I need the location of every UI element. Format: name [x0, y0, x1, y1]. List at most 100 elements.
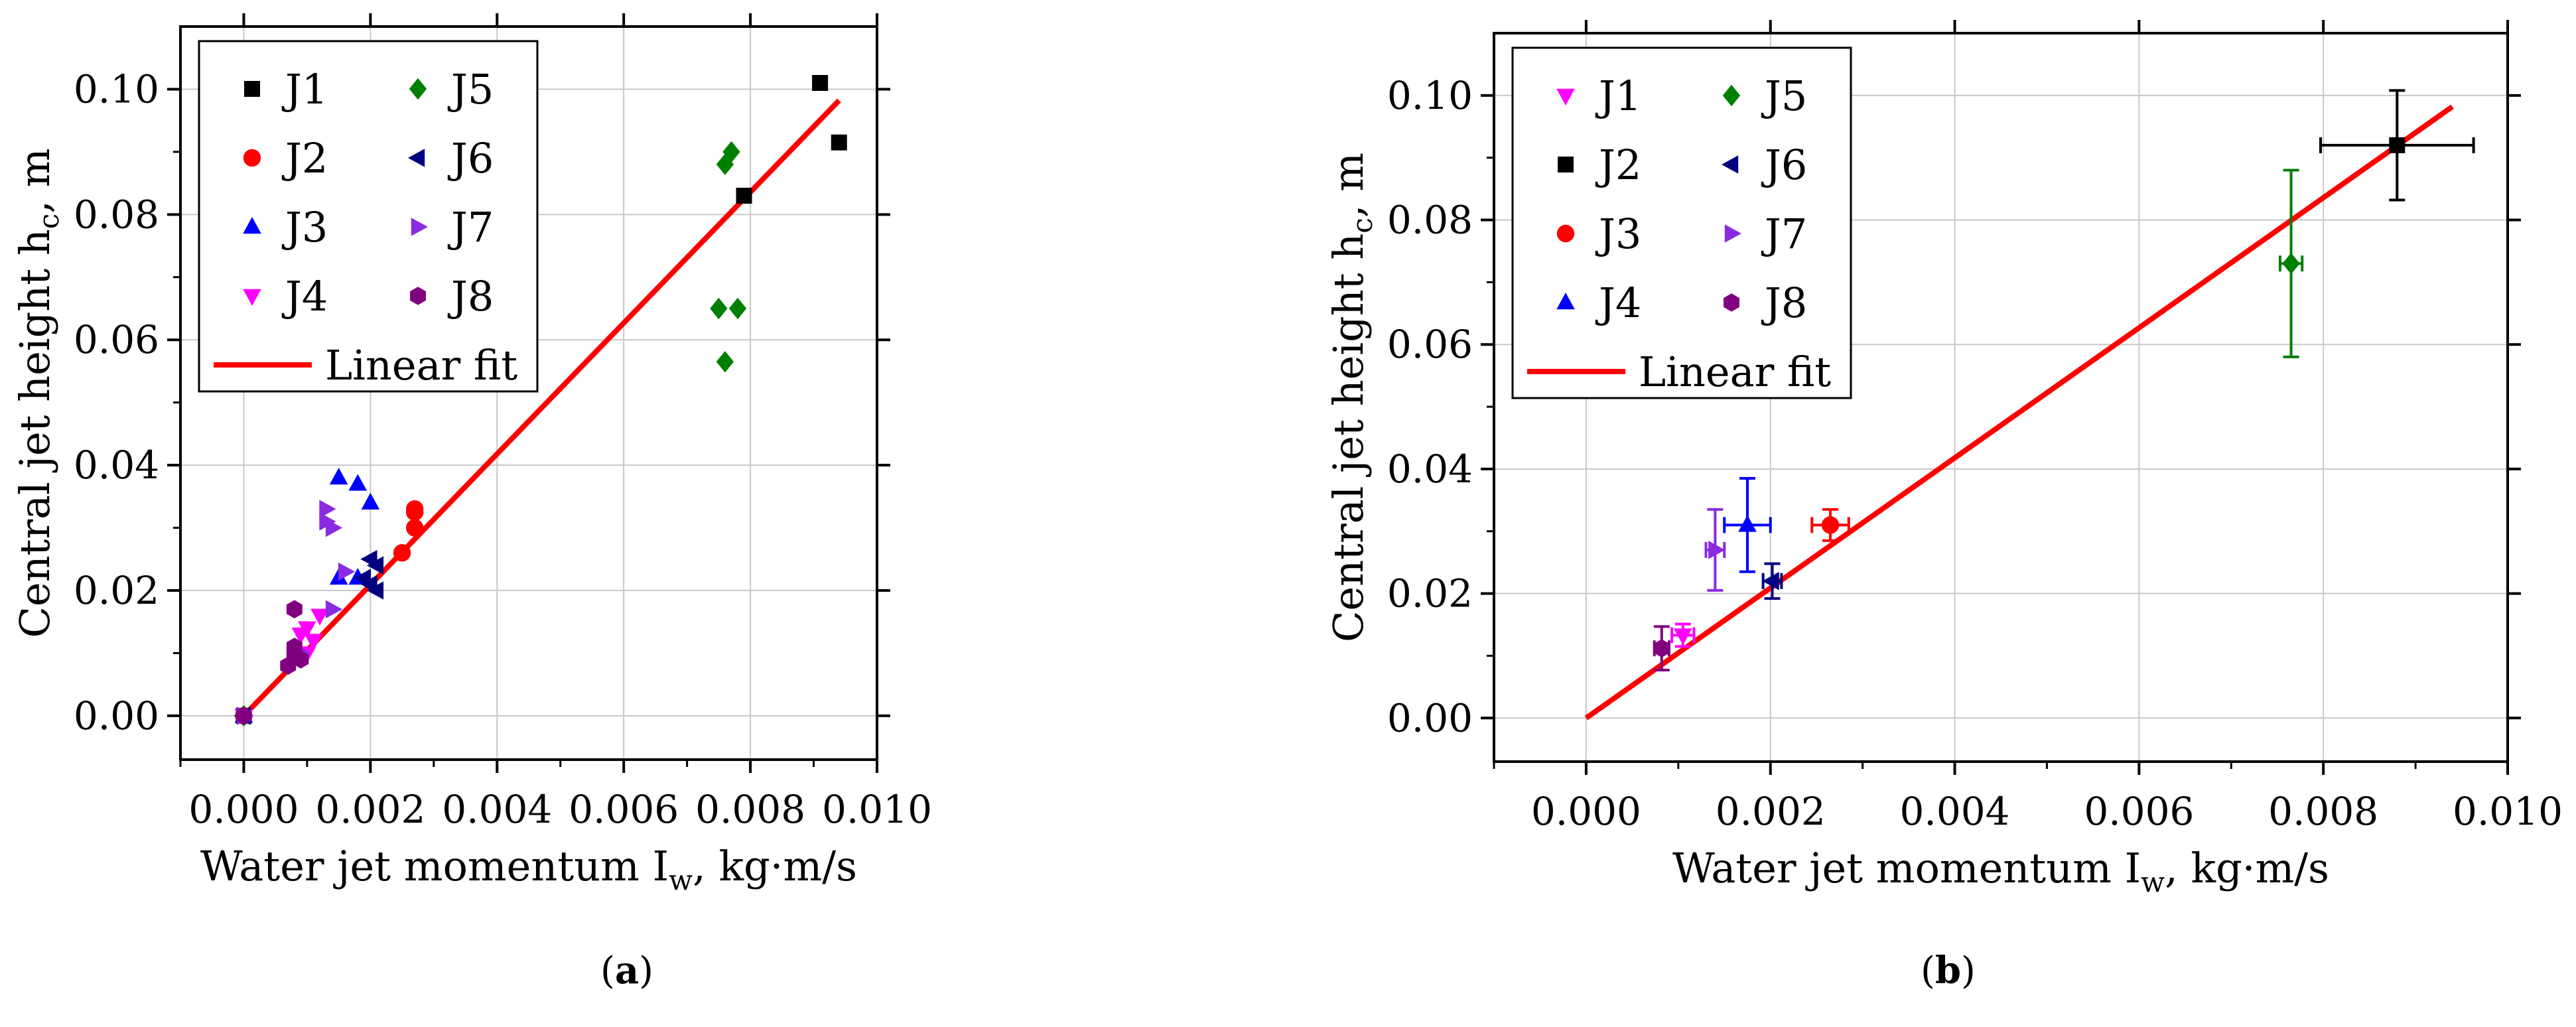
x-tick-label: 0.010 — [822, 787, 932, 832]
data-point-J4 — [304, 634, 323, 651]
data-point-J8 — [286, 600, 303, 619]
x-tick-label: 0.006 — [2084, 789, 2194, 834]
legend-label-J6: J6 — [1761, 141, 1807, 189]
y-axis-label-tail: , m — [1324, 153, 1373, 218]
data-point-J8 — [1653, 639, 1670, 657]
legend-label-J1: J1 — [1595, 72, 1641, 120]
data-point-J5 — [716, 153, 734, 175]
legend-label-J2: J2 — [1595, 141, 1641, 189]
caption-a: (a) — [600, 949, 654, 993]
x-axis-label-main: Water jet momentum I — [200, 842, 669, 890]
chart-a: 0.000 0.002 0.004 0.006 0.008 0.010 0.00 0.02 0.… — [11, 13, 932, 896]
data-point-J3 — [348, 474, 368, 491]
legend-label-J3: J3 — [1595, 210, 1641, 258]
x-tick-label: 0.000 — [1531, 789, 1641, 834]
legend-marker-J2 — [1558, 157, 1574, 172]
legend-marker-J1 — [1556, 88, 1575, 105]
legend-marker-J6 — [1722, 155, 1739, 174]
y-tick-label: 0.10 — [1387, 73, 1473, 118]
y-axis-label-sub: c — [33, 214, 65, 230]
chart-b: 0.000 0.002 0.004 0.006 0.008 0.010 0.00 0.02 0.… — [1324, 20, 2563, 898]
y-axis-label: Central jet height hc, m — [1324, 153, 1379, 642]
data-point-J6 — [360, 575, 377, 594]
legend-label-J6: J6 — [447, 134, 494, 182]
legend-marker-J3 — [1556, 224, 1575, 243]
x-tick-label: 0.004 — [442, 787, 552, 832]
data-point-J1 — [1673, 628, 1692, 646]
x-tick-label: 0.000 — [188, 787, 299, 832]
legend-label-J5: J5 — [447, 65, 494, 113]
x-axis-label: Water jet momentum Iw, kg·m/s — [200, 842, 857, 896]
legend-marker-J6 — [408, 149, 425, 167]
data-point-J4 — [310, 608, 329, 626]
legend-box — [198, 40, 539, 393]
legend-marker-J7 — [1724, 224, 1741, 243]
data-point-J2 — [405, 503, 424, 521]
legend-label-J1: J1 — [281, 65, 328, 113]
y-tick-label: 0.04 — [74, 443, 159, 488]
legend-label-J5: J5 — [1761, 72, 1807, 120]
legend-marker-J4 — [243, 289, 261, 306]
legend-label-J2: J2 — [281, 134, 328, 182]
y-tick-label: 0.00 — [1387, 695, 1473, 740]
data-point-J5 — [2282, 253, 2300, 275]
x-axis-label-tail: , kg·m/s — [693, 842, 857, 890]
data-point-J7 — [325, 518, 343, 537]
x-axis-label-main: Water jet momentum I — [1672, 844, 2141, 892]
x-tick-label: 0.006 — [569, 787, 679, 832]
data-point-J2 — [393, 544, 411, 562]
data-point-J7 — [319, 500, 336, 519]
x-axis-label-sub: w — [669, 864, 693, 896]
data-point-J5 — [710, 297, 728, 320]
y-tick-label: 0.04 — [1387, 446, 1473, 492]
plot-frame — [179, 25, 878, 761]
data-point-J3 — [329, 468, 348, 485]
data-point-J8 — [236, 707, 252, 725]
data-point-J5 — [716, 351, 734, 373]
y-tick-label: 0.10 — [74, 66, 159, 111]
y-tick-label: 0.02 — [74, 568, 159, 613]
y-axis-label-sub: c — [1346, 218, 1379, 234]
data-point-J3 — [361, 492, 380, 510]
x-axis-label-tail: , kg·m/s — [2165, 844, 2329, 892]
y-axis-label-main: Central jet height h — [1324, 234, 1373, 642]
legend-label-J4: J4 — [1595, 279, 1641, 327]
y-axis-label-main: Central jet height h — [11, 229, 59, 638]
data-point-J1 — [831, 134, 847, 151]
legend-label-J3: J3 — [281, 203, 328, 251]
legend-label-fit: Linear fit — [325, 341, 517, 389]
x-tick-label: 0.002 — [315, 787, 425, 832]
data-point-J7 — [1708, 541, 1726, 559]
legend-label-J8: J8 — [1761, 279, 1807, 327]
y-tick-label: 0.06 — [1387, 322, 1473, 367]
legend-label-J8: J8 — [447, 272, 494, 320]
y-tick-label: 0.06 — [74, 317, 159, 362]
legend-label-fit: Linear fit — [1639, 348, 1831, 396]
legend-label-J7: J7 — [1761, 210, 1807, 258]
legend-label-J4: J4 — [281, 272, 328, 320]
data-point-J6 — [366, 556, 384, 575]
y-tick-label: 0.08 — [1387, 198, 1473, 243]
x-tick-label: 0.010 — [2453, 789, 2563, 834]
x-axis-label: Water jet momentum Iw, kg·m/s — [1672, 844, 2329, 898]
y-tick-label: 0.00 — [74, 693, 159, 738]
legend-marker-J7 — [411, 218, 428, 236]
data-point-J1 — [736, 188, 752, 204]
plot-frame — [1493, 32, 2509, 763]
x-tick-label: 0.008 — [695, 787, 805, 832]
data-point-J2 — [2389, 137, 2406, 153]
data-point-J8 — [280, 656, 297, 675]
data-point-J4 — [298, 621, 316, 638]
caption-b: (b) — [1921, 949, 1976, 993]
data-point-J6 — [1762, 572, 1779, 590]
x-tick-label: 0.002 — [1716, 789, 1826, 834]
data-point-J7 — [338, 562, 356, 581]
legend-marker-J3 — [243, 217, 261, 234]
legend-marker-J8 — [1724, 293, 1739, 312]
linear-fit-line — [1584, 104, 2454, 720]
x-tick-label: 0.008 — [2268, 789, 2378, 834]
legend-marker-J5 — [409, 78, 427, 100]
legend-marker-J4 — [1556, 293, 1575, 310]
x-tick-label: 0.004 — [1900, 789, 2010, 834]
